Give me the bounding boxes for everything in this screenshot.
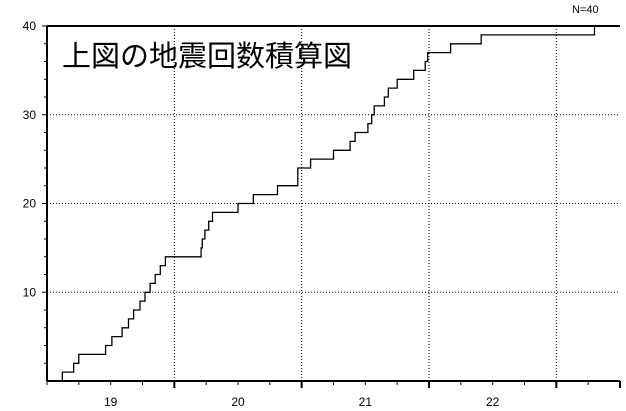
inset-title: 上図の地震回数積算図 [62, 39, 352, 73]
x-tick-label: 19 [104, 395, 118, 409]
y-tick-label: 10 [23, 285, 37, 299]
x-tick-label: 20 [231, 395, 245, 409]
axis-tick-labels: 10 20 30 40 19 20 21 22 [23, 19, 500, 409]
axis-ticks [42, 25, 621, 388]
grid-lines [47, 26, 620, 381]
x-tick-label: 22 [486, 395, 500, 409]
plot-frame [46, 25, 620, 382]
count-label: N=40 [572, 4, 599, 16]
y-tick-label: 30 [23, 108, 37, 122]
x-tick-label: 21 [359, 395, 373, 409]
cumulative-count-step-line [50, 25, 620, 382]
y-tick-label: 40 [23, 19, 37, 33]
y-tick-label: 20 [23, 197, 37, 211]
